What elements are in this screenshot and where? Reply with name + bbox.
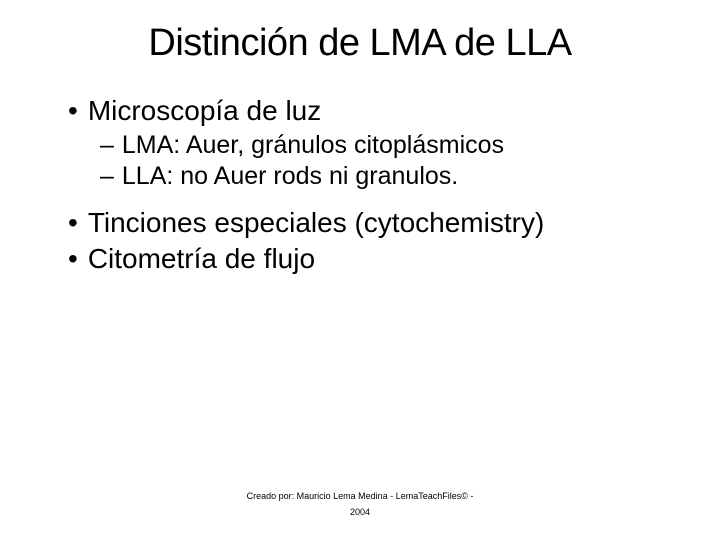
bullet-marker-icon: • (68, 245, 78, 273)
footer-credit: Creado por: Mauricio Lema Medina - LemaT… (0, 488, 720, 504)
bullet-text: Microscopía de luz (88, 95, 321, 127)
footer-year: 2004 (0, 504, 720, 520)
spacer (68, 193, 670, 207)
slide: Distinción de LMA de LLA • Microscopía d… (0, 0, 720, 540)
slide-title: Distinción de LMA de LLA (50, 22, 670, 65)
bullet-text: LMA: Auer, gránulos citoplásmicos (122, 131, 504, 160)
bullet-marker-icon: • (68, 97, 78, 125)
bullet-marker-icon: • (68, 209, 78, 237)
bullet-sub-item: – LLA: no Auer rods ni granulos. (68, 162, 670, 191)
bullet-item: • Tinciones especiales (cytochemistry) (68, 207, 670, 239)
slide-footer: Creado por: Mauricio Lema Medina - LemaT… (0, 488, 720, 520)
slide-body: • Microscopía de luz – LMA: Auer, gránul… (50, 95, 670, 275)
bullet-item: • Citometría de flujo (68, 243, 670, 275)
bullet-text: LLA: no Auer rods ni granulos. (122, 162, 458, 191)
bullet-text: Citometría de flujo (88, 243, 315, 275)
dash-marker-icon: – (100, 131, 114, 160)
bullet-text: Tinciones especiales (cytochemistry) (88, 207, 544, 239)
bullet-sub-item: – LMA: Auer, gránulos citoplásmicos (68, 131, 670, 160)
bullet-item: • Microscopía de luz (68, 95, 670, 127)
dash-marker-icon: – (100, 162, 114, 191)
